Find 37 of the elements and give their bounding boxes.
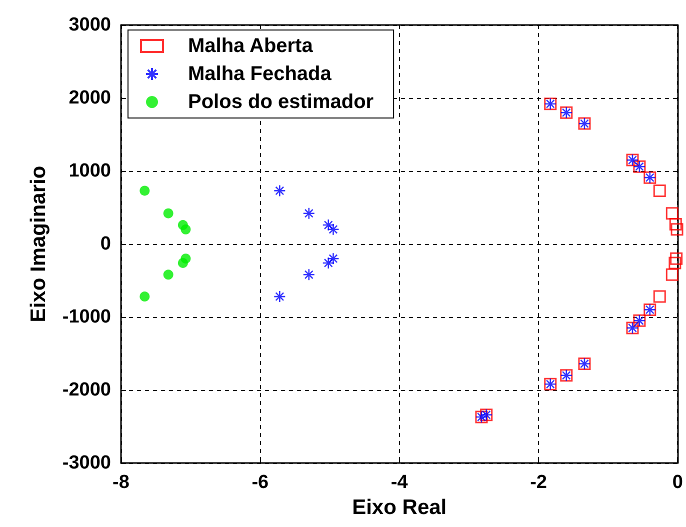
point xyxy=(666,268,678,281)
x-axis-title: Eixo Real xyxy=(352,496,447,519)
y-tick-label: 1000 xyxy=(68,160,111,182)
point xyxy=(668,256,682,270)
point xyxy=(670,252,683,265)
legend-label: Malha Fechada xyxy=(188,63,332,85)
point xyxy=(274,184,286,197)
x-tick-label: 0 xyxy=(672,472,684,493)
y-tick-label: 2000 xyxy=(68,88,111,108)
point xyxy=(669,218,682,231)
point xyxy=(653,184,666,197)
point xyxy=(274,290,286,303)
point xyxy=(322,256,335,270)
x-tick-label: -8 xyxy=(112,472,130,493)
point xyxy=(140,292,150,302)
point xyxy=(180,224,191,234)
x-tick-label: -6 xyxy=(252,472,269,493)
y-tick-label: 0 xyxy=(100,234,111,254)
point xyxy=(163,208,174,218)
point xyxy=(302,207,316,220)
point xyxy=(666,207,678,220)
point xyxy=(302,268,316,281)
y-axis-title: Eixo Imaginario xyxy=(27,166,50,322)
legend-label: Polos do estimador xyxy=(188,91,374,113)
point xyxy=(327,252,340,265)
x-tick-label: -4 xyxy=(390,472,408,493)
point xyxy=(178,258,188,268)
legend-label: Malha Aberta xyxy=(188,35,314,57)
point xyxy=(653,290,666,303)
y-tick-label: -2000 xyxy=(62,380,111,400)
x-tick-label: -2 xyxy=(530,472,547,493)
point xyxy=(163,270,174,280)
y-tick-label: -3000 xyxy=(62,452,111,474)
point xyxy=(140,186,150,196)
point xyxy=(670,223,684,236)
y-tick-label: -1000 xyxy=(62,306,111,328)
y-tick-label: 3000 xyxy=(68,14,111,36)
